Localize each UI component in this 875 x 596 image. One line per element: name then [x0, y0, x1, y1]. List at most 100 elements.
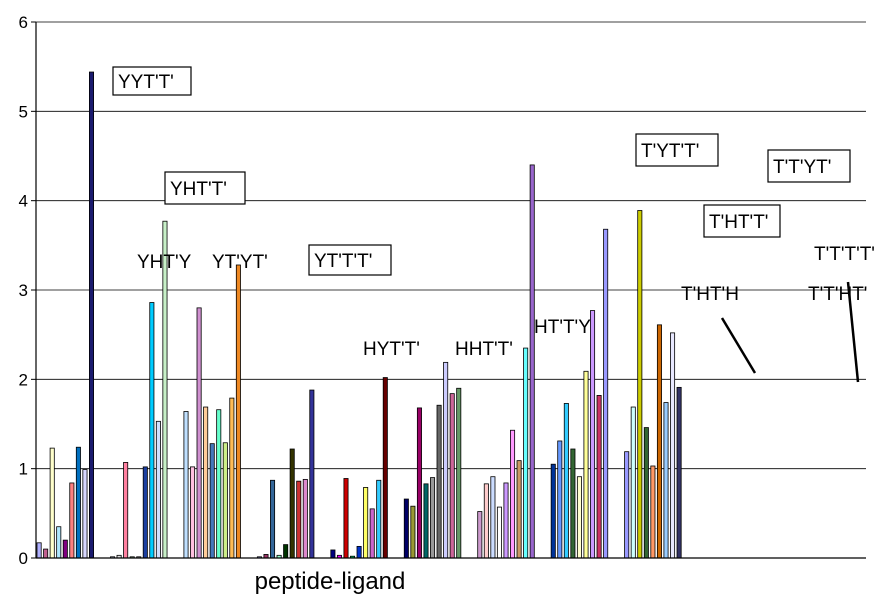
bar-th-3 [563, 403, 569, 559]
y-tick-label: 3 [19, 281, 28, 300]
annotation-label: T'HT'H [681, 284, 739, 305]
annotation-label: T'T'HT' [808, 284, 867, 305]
bar-tt-3 [637, 210, 643, 559]
annotation-text: YHT'Y [137, 252, 192, 273]
bar-hy-7 [296, 480, 302, 559]
bar-yt-9 [235, 264, 241, 559]
bar-yt-5 [209, 443, 215, 559]
bar-hy-5 [283, 544, 289, 559]
bar-yy-5 [62, 539, 68, 559]
bar-yt-8 [229, 397, 235, 559]
bar-tt-2 [630, 406, 636, 559]
annotation-text: T'T'YT' [773, 157, 831, 178]
bar-ht-3 [416, 407, 422, 559]
annotation-label: YYT'T' [112, 66, 192, 96]
y-tick-label: 4 [19, 192, 28, 211]
bar-th-6 [583, 370, 589, 559]
bar-tt-6 [656, 324, 662, 559]
annotation-box [112, 66, 192, 96]
bar-hh-9 [382, 377, 388, 559]
bar-ty-4 [496, 506, 502, 559]
bar-tt-4 [643, 427, 649, 559]
annotation-label: HHT'T' [455, 339, 513, 360]
bar-hy-3 [270, 479, 276, 559]
annotation-layer: YYT'T' YHT'T' YHT'Y YT'YT' YT'T'T' HYT'T' HHT'… [112, 66, 875, 383]
bar-yy-7 [75, 446, 81, 559]
annotation-label: T'YT'T' [635, 133, 719, 167]
bar-ty-6 [510, 429, 516, 559]
bar-yh-6 [142, 466, 148, 559]
bar-yh-7 [149, 302, 155, 559]
bar-ht-7 [443, 361, 449, 559]
annotation-text: YYT'T' [118, 72, 174, 93]
bar-th-4 [570, 448, 576, 559]
bar-th-1 [550, 463, 556, 559]
annotation-label: YT'YT' [212, 252, 268, 273]
annotation-text: T'HT'H [681, 284, 739, 305]
bar-hh-6 [363, 487, 369, 559]
y-tick-label: 1 [19, 460, 28, 479]
annotation-text: T'T'HT' [808, 284, 867, 305]
bar-th-2 [557, 440, 563, 559]
bar-th-9 [603, 228, 609, 559]
annotation-text: T'T'T'T' [814, 244, 875, 265]
bar-ht-6 [436, 404, 442, 559]
bar-yy-9 [89, 71, 95, 559]
bar-ty-7 [516, 460, 522, 559]
bar-yt-4 [203, 406, 209, 559]
bar-yy-2 [43, 548, 49, 559]
y-tick-label: 0 [19, 549, 28, 568]
annotation-text: YT'YT' [212, 252, 268, 273]
bar-th-8 [596, 395, 602, 559]
bar-hy-8 [302, 478, 308, 559]
bar-ht-4 [423, 483, 429, 559]
y-tick-labels: 0 1 2 3 4 5 6 [19, 13, 28, 568]
bar-tt-8 [670, 332, 676, 559]
bar-yy-4 [56, 526, 62, 559]
bar-yh-8 [155, 420, 161, 559]
bar-hh-1 [330, 549, 336, 559]
bar-tt-5 [650, 465, 656, 559]
annotation-leader-line [720, 317, 757, 374]
annotation-box [767, 149, 851, 183]
bar-yy-8 [82, 469, 88, 559]
bar-ty-2 [483, 483, 489, 559]
bar-tt-9 [676, 386, 682, 559]
annotation-text: T'HT'T' [709, 212, 768, 233]
bar-hh-5 [356, 545, 362, 559]
bar-hy-9 [309, 389, 315, 559]
bar-hh-7 [369, 508, 375, 559]
bar-yt-3 [196, 307, 202, 559]
annotation-leader-line [846, 281, 860, 383]
annotation-text: HYT'T' [363, 339, 420, 360]
bar-yt-6 [216, 409, 222, 559]
bar-ht-2 [410, 505, 416, 559]
annotation-box [164, 171, 246, 205]
bar-ty-5 [503, 482, 509, 559]
annotation-label: T'HT'T' [703, 204, 781, 238]
bar-hh-3 [343, 478, 349, 559]
annotation-text: YT'T'T' [314, 251, 372, 272]
annotation-label: YT'T'T' [308, 244, 392, 276]
annotation-label: HT'T'Y [534, 317, 591, 338]
y-tick-label: 6 [19, 13, 28, 32]
annotation-label: T'T'T'T' [814, 244, 875, 265]
bar-yy-3 [49, 447, 55, 559]
annotation-box [635, 133, 719, 167]
bar-yt-2 [190, 466, 196, 559]
x-axis-label: peptide-ligand [255, 568, 406, 595]
y-tick-label: 2 [19, 370, 28, 389]
bar-layer [36, 71, 682, 559]
annotation-box [308, 244, 392, 276]
annotation-box [703, 204, 781, 238]
bar-hy-6 [289, 448, 295, 559]
axis-layer [35, 22, 866, 559]
bar-ht-1 [403, 498, 409, 559]
bar-th-7 [590, 310, 596, 559]
annotation-text: HT'T'Y [534, 317, 591, 338]
annotation-text: HHT'T' [455, 339, 513, 360]
annotation-text: T'YT'T' [641, 141, 699, 162]
bar-yt-7 [222, 442, 228, 559]
bar-yy-1 [36, 542, 42, 559]
